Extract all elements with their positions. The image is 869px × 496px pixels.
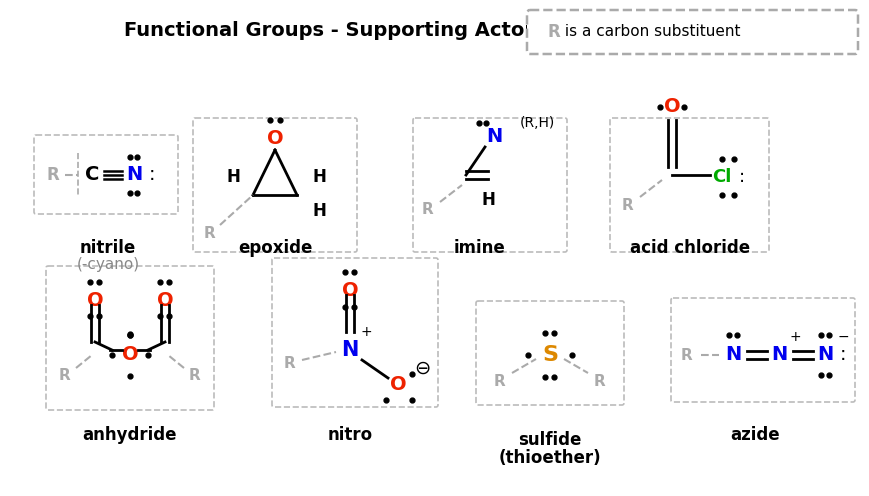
Text: N: N <box>126 166 142 185</box>
Text: R: R <box>421 202 434 218</box>
Text: H: H <box>481 191 494 209</box>
Text: R: R <box>547 23 561 41</box>
Text: anhydride: anhydride <box>83 426 177 444</box>
Text: nitro: nitro <box>327 426 372 444</box>
Text: R: R <box>284 357 295 372</box>
Text: H: H <box>226 168 240 186</box>
Text: S: S <box>541 345 557 365</box>
Text: H: H <box>312 168 326 186</box>
Text: −: − <box>836 330 848 344</box>
Text: N: N <box>816 346 833 365</box>
Text: :: : <box>149 166 155 185</box>
Text: +: + <box>360 325 371 339</box>
Text: R: R <box>47 166 59 184</box>
Text: is a carbon substituent: is a carbon substituent <box>560 24 740 40</box>
Text: C: C <box>84 166 99 185</box>
Text: (-cyano): (-cyano) <box>76 257 139 272</box>
Text: R: R <box>680 348 692 363</box>
Text: azide: azide <box>729 426 779 444</box>
Text: imine: imine <box>454 239 505 257</box>
Text: O: O <box>87 291 103 310</box>
Text: O: O <box>122 346 138 365</box>
Text: R: R <box>59 368 70 382</box>
Text: epoxide: epoxide <box>237 239 312 257</box>
Text: N: N <box>341 340 358 360</box>
Text: (thioether): (thioether) <box>498 449 600 467</box>
Text: sulfide: sulfide <box>518 431 581 449</box>
Text: :: : <box>738 168 744 186</box>
Text: O: O <box>156 291 173 310</box>
Text: ⊖: ⊖ <box>414 359 429 377</box>
Text: (R,H): (R,H) <box>520 116 554 130</box>
Text: O: O <box>342 281 358 300</box>
FancyBboxPatch shape <box>527 10 857 54</box>
Text: O: O <box>389 375 406 394</box>
Text: R: R <box>494 373 505 388</box>
Text: :: : <box>839 346 846 365</box>
Text: R: R <box>621 197 634 212</box>
Text: O: O <box>663 98 680 117</box>
Text: O: O <box>267 128 283 147</box>
Text: nitrile: nitrile <box>80 239 136 257</box>
Text: N: N <box>485 127 501 146</box>
Text: Cl: Cl <box>712 168 731 186</box>
Text: R: R <box>189 368 201 382</box>
Text: H: H <box>312 202 326 220</box>
Text: R: R <box>204 226 216 241</box>
Text: acid chloride: acid chloride <box>629 239 749 257</box>
Text: Functional Groups - Supporting Actors: Functional Groups - Supporting Actors <box>124 20 545 40</box>
Text: R: R <box>594 373 605 388</box>
Text: N: N <box>724 346 740 365</box>
Text: N: N <box>770 346 786 365</box>
Text: +: + <box>788 330 799 344</box>
